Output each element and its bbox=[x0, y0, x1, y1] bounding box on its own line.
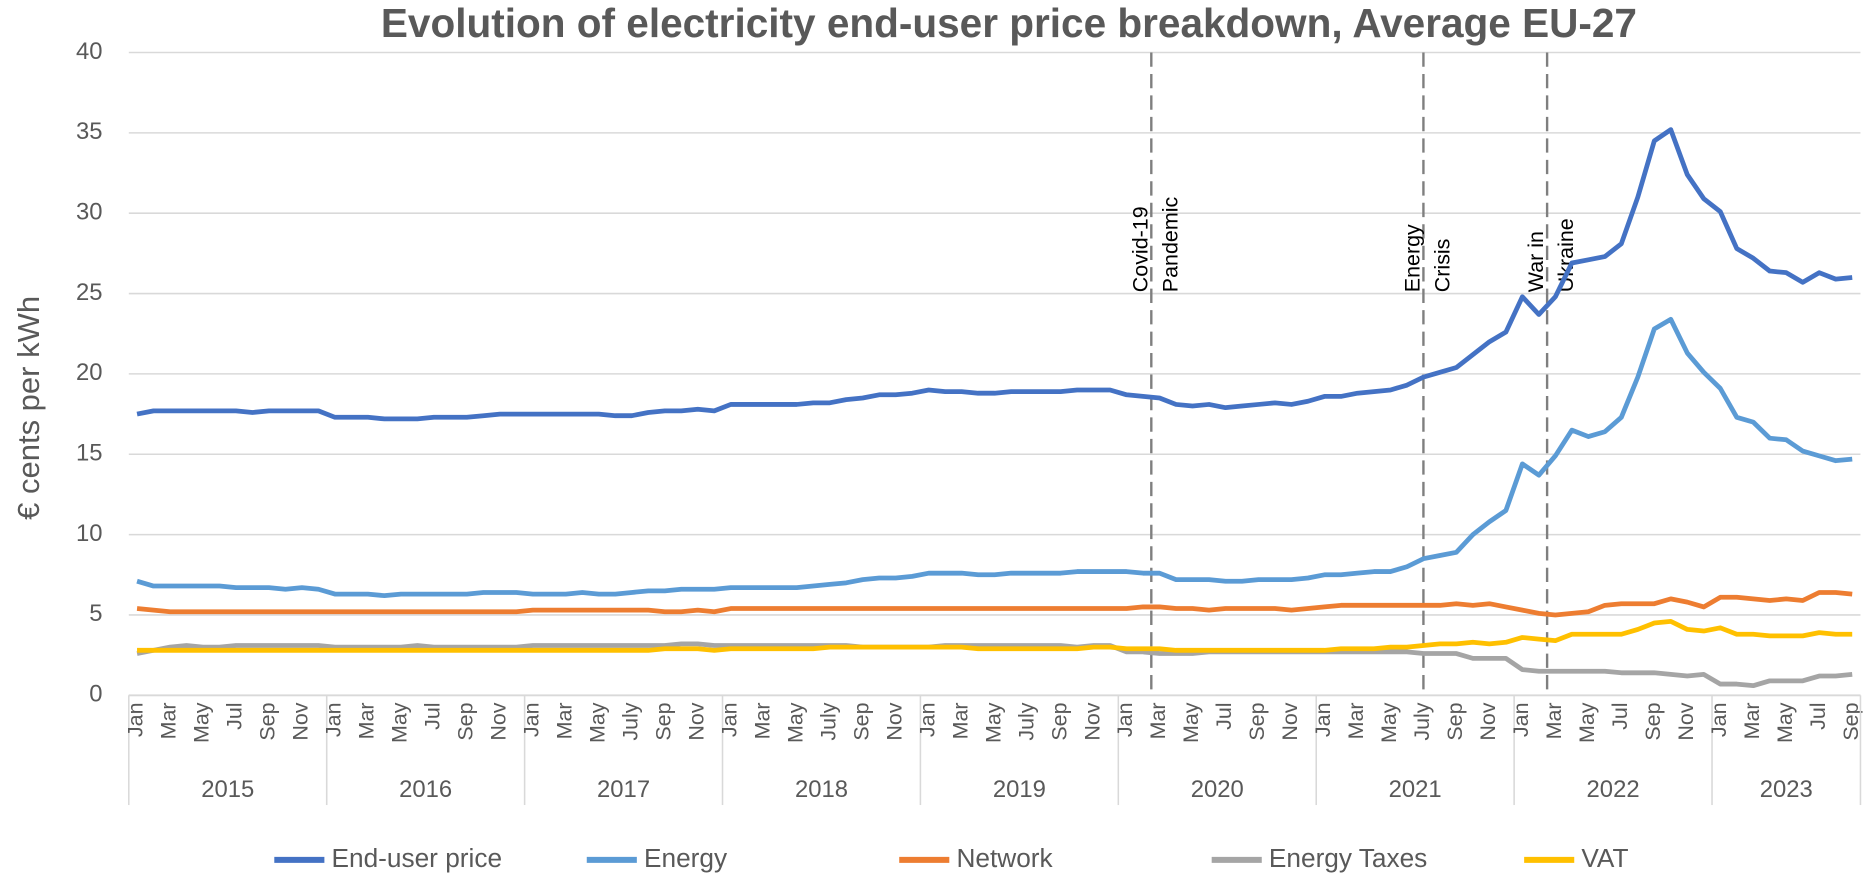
y-axis-label: € cents per kWh bbox=[11, 296, 46, 520]
x-tick-label: May bbox=[1179, 702, 1203, 743]
x-group-label: 2019 bbox=[993, 776, 1046, 803]
x-tick-label: May bbox=[981, 702, 1005, 743]
x-group-label: 2021 bbox=[1389, 776, 1442, 803]
x-tick-label: Mar bbox=[750, 702, 774, 739]
x-tick-label: Mar bbox=[948, 702, 972, 739]
x-tick-label: Nov bbox=[487, 702, 511, 740]
series-line bbox=[136, 641, 1853, 689]
x-tick-label: Nov bbox=[1476, 702, 1500, 740]
x-tick-label: July bbox=[618, 702, 642, 740]
x-tick-label: July bbox=[1410, 702, 1434, 740]
y-tick-label: 10 bbox=[76, 520, 103, 547]
event-label: Ukraine bbox=[1554, 218, 1578, 292]
series-line bbox=[136, 316, 1853, 599]
x-tick-label: Mar bbox=[1146, 702, 1170, 739]
x-tick-label: Mar bbox=[553, 702, 577, 739]
x-tick-label: Jul bbox=[1608, 702, 1632, 729]
x-tick-label: Jan bbox=[1707, 702, 1731, 737]
series-line bbox=[137, 618, 1853, 653]
y-tick-label: 30 bbox=[76, 199, 103, 226]
x-tick-label: Jul bbox=[1806, 702, 1830, 729]
x-tick-label: Mar bbox=[157, 702, 181, 739]
x-tick-label: Sep bbox=[651, 702, 675, 740]
x-tick-label: Nov bbox=[1674, 702, 1698, 740]
legend-label: Energy bbox=[644, 843, 728, 873]
x-tick-label: Sep bbox=[1245, 702, 1269, 740]
x-tick-label: May bbox=[1773, 702, 1797, 743]
event-label: Pandemic bbox=[1158, 197, 1182, 293]
y-tick-label: 35 bbox=[76, 118, 103, 145]
x-tick-label: Jan bbox=[124, 702, 148, 737]
x-tick-label: Sep bbox=[1839, 702, 1863, 740]
x-tick-label: Sep bbox=[849, 702, 873, 740]
event-label: War in bbox=[1524, 231, 1548, 292]
x-tick-label: May bbox=[190, 702, 214, 743]
x-tick-label: Jan bbox=[1113, 702, 1137, 737]
x-tick-label: July bbox=[816, 702, 840, 740]
x-tick-label: May bbox=[1377, 702, 1401, 743]
x-group-label: 2016 bbox=[399, 776, 452, 803]
y-tick-label: 0 bbox=[89, 681, 102, 708]
x-tick-label: Nov bbox=[289, 702, 313, 740]
x-tick-label: Jan bbox=[915, 702, 939, 737]
legend-label: End-user price bbox=[332, 843, 503, 873]
chart-title: Evolution of electricity end-user price … bbox=[381, 0, 1637, 46]
series-line bbox=[136, 127, 1853, 422]
event-label: Energy bbox=[1401, 224, 1425, 292]
x-tick-label: Nov bbox=[684, 702, 708, 740]
x-tick-label: Nov bbox=[1080, 702, 1104, 740]
x-group-label: 2023 bbox=[1760, 776, 1813, 803]
x-tick-label: Mar bbox=[1344, 702, 1368, 739]
x-tick-label: Sep bbox=[454, 702, 478, 740]
x-tick-label: Jan bbox=[520, 702, 544, 737]
x-tick-label: Jan bbox=[322, 702, 346, 737]
x-tick-label: Sep bbox=[1443, 702, 1467, 740]
x-group-label: 2020 bbox=[1191, 776, 1244, 803]
x-group-label: 2015 bbox=[201, 776, 254, 803]
x-group-label: 2017 bbox=[597, 776, 650, 803]
x-tick-label: May bbox=[585, 702, 609, 743]
y-tick-label: 5 bbox=[89, 600, 102, 627]
x-tick-label: Mar bbox=[1740, 702, 1764, 739]
x-tick-label: Jul bbox=[421, 702, 445, 729]
y-tick-label: 25 bbox=[76, 279, 103, 306]
x-tick-label: Mar bbox=[1542, 702, 1566, 739]
x-tick-label: May bbox=[783, 702, 807, 743]
x-tick-label: May bbox=[1575, 702, 1599, 743]
x-tick-label: Jul bbox=[1212, 702, 1236, 729]
x-tick-label: Jan bbox=[717, 702, 741, 737]
y-tick-label: 40 bbox=[76, 38, 103, 65]
x-tick-label: Jul bbox=[223, 702, 247, 729]
x-tick-label: July bbox=[1014, 702, 1038, 740]
y-tick-label: 20 bbox=[76, 359, 103, 386]
series-line bbox=[136, 590, 1853, 618]
legend-label: Energy Taxes bbox=[1269, 843, 1427, 873]
x-tick-label: May bbox=[388, 702, 412, 743]
x-tick-label: Sep bbox=[1047, 702, 1071, 740]
x-tick-label: Nov bbox=[1278, 702, 1302, 740]
x-group-label: 2018 bbox=[795, 776, 848, 803]
event-label: Covid-19 bbox=[1128, 206, 1152, 292]
x-group-label: 2022 bbox=[1587, 776, 1640, 803]
x-tick-label: Sep bbox=[256, 702, 280, 740]
x-tick-label: Jan bbox=[1509, 702, 1533, 737]
x-tick-label: Mar bbox=[355, 702, 379, 739]
x-tick-label: Nov bbox=[882, 702, 906, 740]
legend-label: VAT bbox=[1581, 843, 1628, 873]
event-label: Crisis bbox=[1430, 239, 1454, 293]
x-tick-label: Sep bbox=[1641, 702, 1665, 740]
x-tick-label: Jan bbox=[1311, 702, 1335, 737]
y-tick-label: 15 bbox=[76, 440, 103, 467]
legend-label: Network bbox=[956, 843, 1053, 873]
